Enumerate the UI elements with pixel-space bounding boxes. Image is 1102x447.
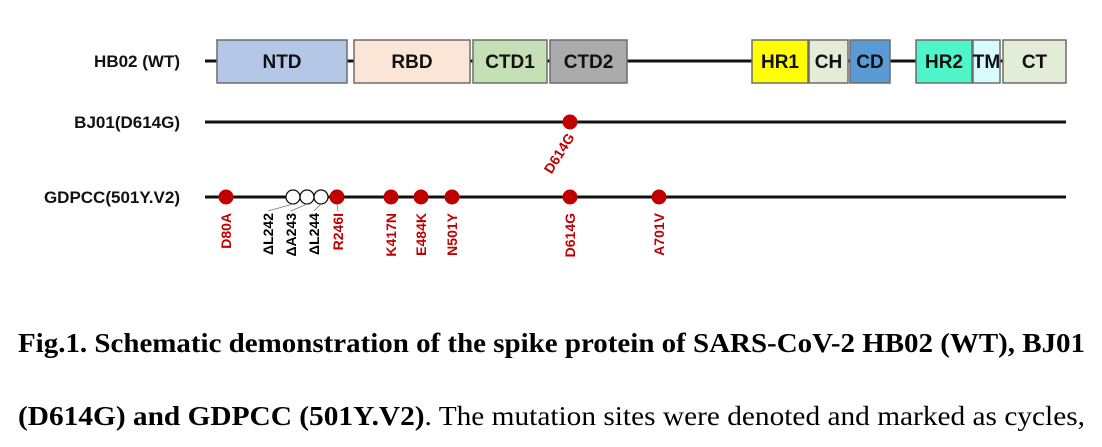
mutation-label-gdpcc: ΔA243	[283, 213, 299, 257]
domain-label-ct: CT	[1022, 52, 1048, 73]
mutation-label-gdpcc: ΔL244	[306, 213, 322, 255]
domain-ch	[808, 39, 849, 84]
mutation-label-gdpcc: D614G	[562, 213, 578, 257]
mutation-dot-gdpcc	[562, 189, 578, 205]
domain-label-hr1: HR1	[761, 52, 799, 73]
mutation-dot-gdpcc	[329, 189, 345, 205]
domain-label-ntd: NTD	[262, 52, 301, 73]
deletion-circle-gdpcc	[299, 189, 315, 205]
label-leader-line	[267, 203, 294, 212]
mutation-label-gdpcc: E484K	[413, 213, 429, 256]
mutation-label-gdpcc: D80A	[218, 213, 234, 249]
mutation-label-gdpcc: A701V	[651, 212, 667, 255]
label-leader-line	[336, 203, 339, 212]
domain-label-tm: TM	[973, 52, 1000, 73]
label-leader-line	[313, 203, 322, 212]
domain-label-ctd1: CTD1	[485, 52, 535, 73]
mutation-dot-gdpcc	[218, 189, 234, 205]
row-label-bj01: BJ01(D614G)	[74, 113, 180, 132]
caption-bold-2: (D614G) and GDPCC (501Y.V2)	[18, 401, 425, 431]
mutation-dot-bj01	[562, 114, 578, 130]
mutation-dot-gdpcc	[413, 189, 429, 205]
domain-hr2	[915, 39, 973, 84]
domain-tm	[972, 39, 1001, 84]
mutation-label-bj01: D614G	[540, 130, 577, 176]
caption-normal-2: . The mutation sites were denoted and ma…	[425, 401, 1085, 431]
domain-label-rbd: RBD	[391, 52, 432, 73]
label-leader-line	[290, 203, 308, 212]
domain-ntd	[216, 39, 348, 84]
domain-rbd	[353, 39, 471, 84]
domain-label-ctd2: CTD2	[564, 52, 614, 73]
domain-ctd2	[549, 39, 628, 84]
mutation-label-gdpcc: N501Y	[444, 212, 460, 255]
mutation-dot-gdpcc	[383, 189, 399, 205]
mutation-dot-gdpcc	[444, 189, 460, 205]
domain-label-ch: CH	[815, 52, 842, 73]
domain-ct	[1002, 39, 1067, 84]
row-label-gdpcc: GDPCC(501Y.V2)	[44, 188, 180, 207]
domain-ctd1	[472, 39, 548, 84]
mutation-label-gdpcc: ΔL242	[260, 213, 276, 255]
caption-line-1: Fig.1. Schematic demonstration of the sp…	[18, 328, 1085, 358]
domain-label-hr2: HR2	[925, 52, 963, 73]
caption-line-2: (D614G) and GDPCC (501Y.V2). The mutatio…	[18, 401, 1085, 431]
mutation-dot-gdpcc	[651, 189, 667, 205]
domain-cd	[849, 39, 891, 84]
mutation-label-gdpcc: R246I	[330, 213, 346, 250]
deletion-circle-gdpcc	[285, 189, 301, 205]
deletion-circle-gdpcc	[313, 189, 329, 205]
row-label-hb02: HB02 (WT)	[94, 52, 180, 71]
domain-label-cd: CD	[856, 52, 883, 73]
domain-hr1	[751, 39, 809, 84]
mutation-label-gdpcc: K417N	[383, 213, 399, 257]
